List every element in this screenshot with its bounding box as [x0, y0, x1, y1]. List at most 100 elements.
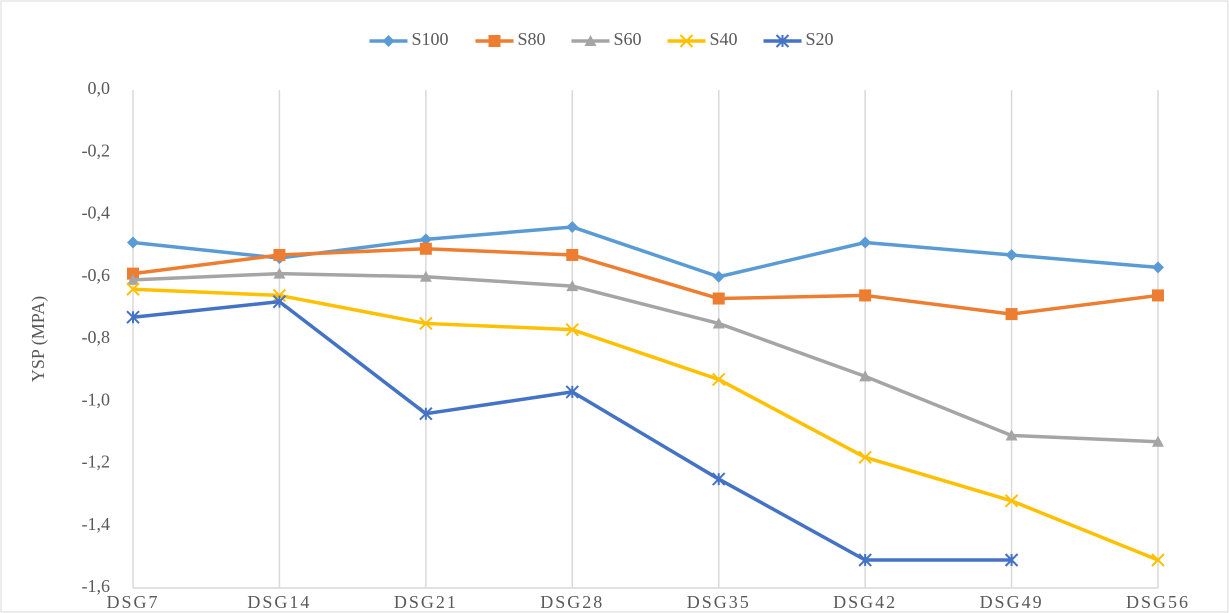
- marker: [126, 310, 140, 324]
- marker: [488, 35, 501, 47]
- marker: [1004, 494, 1019, 508]
- legend-label: S80: [518, 29, 546, 49]
- marker-shape: [1152, 289, 1164, 302]
- x-tick-label: DSG35: [687, 592, 751, 612]
- x-tick-label: DSG7: [106, 592, 159, 612]
- marker: [858, 450, 872, 464]
- marker-shape: [1005, 248, 1018, 261]
- marker-shape: [859, 370, 872, 382]
- marker-shape: [419, 406, 433, 421]
- marker-shape: [1005, 308, 1018, 321]
- marker: [565, 322, 579, 337]
- marker: [859, 370, 872, 382]
- marker-shape: [1005, 429, 1018, 441]
- y-tick-label: -1,4: [82, 514, 111, 534]
- marker-shape: [126, 310, 140, 324]
- y-tick-label: -0,6: [82, 265, 111, 285]
- y-tick-label: -1,0: [82, 389, 111, 409]
- marker: [419, 270, 432, 282]
- marker-shape: [127, 273, 139, 285]
- marker-shape: [272, 294, 287, 309]
- marker-shape: [712, 472, 726, 486]
- marker-shape: [566, 220, 579, 233]
- marker-shape: [419, 316, 433, 331]
- marker-shape: [565, 322, 579, 337]
- marker-shape: [419, 270, 432, 282]
- marker-shape: [712, 292, 725, 305]
- marker: [859, 236, 872, 249]
- marker-shape: [1004, 553, 1019, 567]
- marker: [126, 282, 140, 296]
- x-tick-label: DSG42: [833, 592, 897, 612]
- series-line: [132, 246, 1159, 316]
- series-line: [132, 287, 1159, 562]
- legend-label: S40: [710, 29, 738, 49]
- marker-shape: [858, 553, 872, 567]
- x-tick-label: DSG56: [1126, 592, 1190, 612]
- marker: [565, 385, 579, 399]
- y-tick-label: 0,0: [88, 78, 111, 98]
- y-tick-label: -0,8: [82, 327, 111, 347]
- marker: [1005, 308, 1018, 321]
- x-tick-label: DSG21: [394, 592, 458, 612]
- marker-shape: [566, 248, 579, 261]
- marker: [127, 273, 139, 285]
- y-tick-label: -0,2: [82, 140, 111, 160]
- legend-label: S100: [412, 29, 449, 49]
- marker-shape: [712, 372, 726, 387]
- marker: [382, 35, 395, 47]
- marker: [566, 248, 579, 261]
- marker: [712, 472, 726, 486]
- marker: [1152, 289, 1164, 302]
- marker-shape: [566, 280, 579, 292]
- marker-shape: [1152, 435, 1164, 447]
- marker: [712, 372, 726, 387]
- marker: [712, 270, 725, 283]
- marker-shape: [127, 267, 139, 280]
- marker: [712, 317, 725, 329]
- marker-shape: [859, 289, 872, 302]
- x-tick-label: DSG28: [540, 592, 604, 612]
- marker-shape: [419, 242, 432, 255]
- marker: [1005, 248, 1018, 261]
- marker-shape: [775, 34, 790, 48]
- marker: [775, 34, 790, 48]
- marker-shape: [382, 35, 395, 47]
- x-tick-label: DSG14: [247, 592, 311, 612]
- marker: [1004, 553, 1019, 567]
- marker: [566, 280, 579, 292]
- marker-shape: [712, 317, 725, 329]
- marker: [859, 289, 872, 302]
- marker-shape: [488, 35, 501, 47]
- marker-shape: [565, 385, 579, 399]
- marker: [1151, 553, 1165, 567]
- y-tick-label: -0,4: [82, 203, 111, 223]
- marker: [1152, 261, 1164, 274]
- marker: [1152, 435, 1164, 447]
- y-axis-label: YSP (MPA): [28, 296, 49, 382]
- marker: [419, 406, 433, 421]
- x-tick-label: DSG49: [980, 592, 1044, 612]
- marker-shape: [419, 233, 432, 246]
- marker: [419, 242, 432, 255]
- marker-shape: [858, 450, 872, 464]
- marker: [127, 236, 139, 249]
- legend-label: S60: [614, 29, 642, 49]
- y-tick-label: -1,6: [82, 576, 111, 596]
- marker-shape: [1152, 261, 1164, 274]
- marker: [272, 288, 287, 303]
- marker: [127, 267, 139, 280]
- marker: [712, 292, 725, 305]
- marker: [272, 294, 287, 309]
- marker: [858, 553, 872, 567]
- marker: [584, 35, 597, 46]
- marker: [273, 267, 286, 279]
- marker-shape: [584, 35, 597, 46]
- marker-shape: [126, 282, 140, 296]
- series-line: [132, 271, 1159, 444]
- marker-shape: [273, 248, 286, 261]
- marker: [679, 34, 694, 48]
- marker-shape: [273, 267, 286, 279]
- marker: [273, 248, 286, 261]
